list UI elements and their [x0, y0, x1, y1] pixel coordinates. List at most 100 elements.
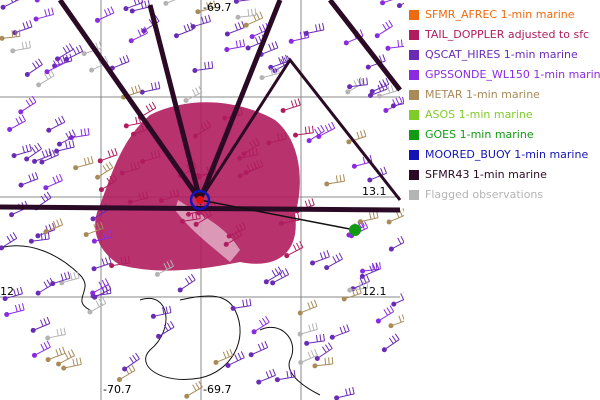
- barb-flag: [252, 139, 257, 147]
- barb-flag: [138, 84, 142, 92]
- legend-label: SFMR43 1-min marine: [425, 168, 547, 181]
- barb-dot: [359, 273, 365, 279]
- barb-dot: [347, 287, 353, 293]
- barb-flag: [87, 127, 90, 136]
- barb-flag: [148, 103, 154, 111]
- barb-dot: [179, 218, 185, 224]
- barb-flag: [315, 334, 318, 342]
- barb-shaft: [92, 284, 109, 294]
- barb-flag: [359, 281, 361, 290]
- barb-flag: [274, 268, 280, 275]
- barb-flag: [96, 222, 101, 230]
- goes-marker: [349, 224, 361, 236]
- barb-flag: [307, 351, 312, 359]
- barb-shaft: [32, 323, 51, 331]
- wind-barbs: [0, 0, 412, 400]
- barb-dot: [347, 84, 353, 90]
- barb-flag: [222, 351, 227, 359]
- barb-flag: [239, 39, 242, 47]
- barb-flag: [130, 163, 134, 171]
- barb-flag: [49, 277, 55, 285]
- barb-flag: [252, 148, 255, 156]
- barb-shaft: [281, 219, 300, 225]
- barb-flag: [145, 105, 151, 112]
- barb-flag: [18, 304, 22, 312]
- barb-shaft: [153, 312, 172, 317]
- barb-flag: [364, 221, 369, 229]
- legend-swatch: [409, 10, 419, 20]
- barb-shaft: [57, 49, 74, 60]
- barb-flag: [29, 20, 33, 28]
- barb-flag: [75, 358, 79, 366]
- barb-flag: [342, 325, 347, 333]
- barb-shaft: [94, 236, 113, 242]
- barb-shaft: [369, 172, 387, 181]
- barb-dot: [44, 69, 50, 75]
- barb-shaft: [20, 101, 37, 113]
- barb-dot: [83, 232, 89, 238]
- barb-flag: [259, 11, 264, 19]
- barb-dot: [2, 296, 8, 302]
- barb-flag: [140, 28, 145, 35]
- barb-flag: [31, 95, 37, 103]
- barb-flag: [22, 22, 26, 30]
- barb-flag: [50, 69, 55, 77]
- barb-flag: [335, 175, 338, 183]
- barb-dot: [10, 48, 16, 54]
- barb-dot: [35, 233, 41, 239]
- barb-shaft: [157, 265, 174, 275]
- barb-flag: [362, 156, 366, 164]
- barb-dot: [391, 301, 397, 307]
- barb-flag: [400, 39, 403, 47]
- barb-flag: [65, 141, 68, 149]
- legend-swatch: [409, 70, 419, 80]
- legend-label: GOES 1-min marine: [425, 128, 534, 141]
- barb-flag: [163, 324, 169, 332]
- barb-dot: [61, 365, 67, 371]
- barb-flag: [247, 9, 250, 17]
- barb-flag: [48, 148, 52, 156]
- barb-shaft: [245, 165, 264, 174]
- barb-flag: [387, 86, 391, 94]
- barb-flag: [355, 287, 359, 295]
- barb-flag: [359, 29, 364, 37]
- barb-dot: [7, 126, 13, 132]
- barb-flag: [6, 235, 12, 243]
- barb-dot: [346, 139, 352, 145]
- barb-flag: [68, 131, 73, 138]
- barb-flag: [54, 118, 59, 126]
- barb-flag: [163, 263, 168, 270]
- barb-flag: [269, 370, 273, 377]
- barb-shaft: [56, 146, 75, 152]
- barb-flag: [213, 0, 216, 8]
- barb-flag: [307, 302, 311, 310]
- barb-flag: [67, 271, 71, 279]
- barb-flag: [13, 288, 16, 296]
- barb-flag: [55, 349, 59, 357]
- barb-dot: [177, 287, 183, 293]
- barb-flag: [124, 256, 127, 264]
- barb-flag: [186, 23, 191, 31]
- barb-flag: [358, 286, 362, 294]
- barb-shaft: [132, 6, 150, 12]
- barb-flag: [231, 232, 236, 240]
- barb-flag: [140, 1, 144, 9]
- barb-flag: [47, 8, 51, 16]
- barb-flag: [286, 371, 289, 379]
- track-segment: [147, 4, 203, 201]
- barb-dot: [150, 313, 156, 319]
- barb-flag: [46, 191, 52, 198]
- barb-shaft: [300, 355, 318, 363]
- barb-dot: [396, 3, 402, 9]
- barb-flag: [43, 281, 48, 288]
- barb-flag: [383, 166, 388, 174]
- barb-flag: [131, 86, 135, 94]
- barb-flag: [43, 318, 47, 326]
- barb-flag: [204, 15, 208, 23]
- barb-shaft: [93, 262, 112, 270]
- grid-label: -69.7: [203, 1, 231, 14]
- barb-flag: [259, 159, 264, 167]
- barb-flag: [258, 25, 263, 33]
- grid-label: -70.7: [103, 383, 131, 396]
- barb-dot: [341, 296, 347, 302]
